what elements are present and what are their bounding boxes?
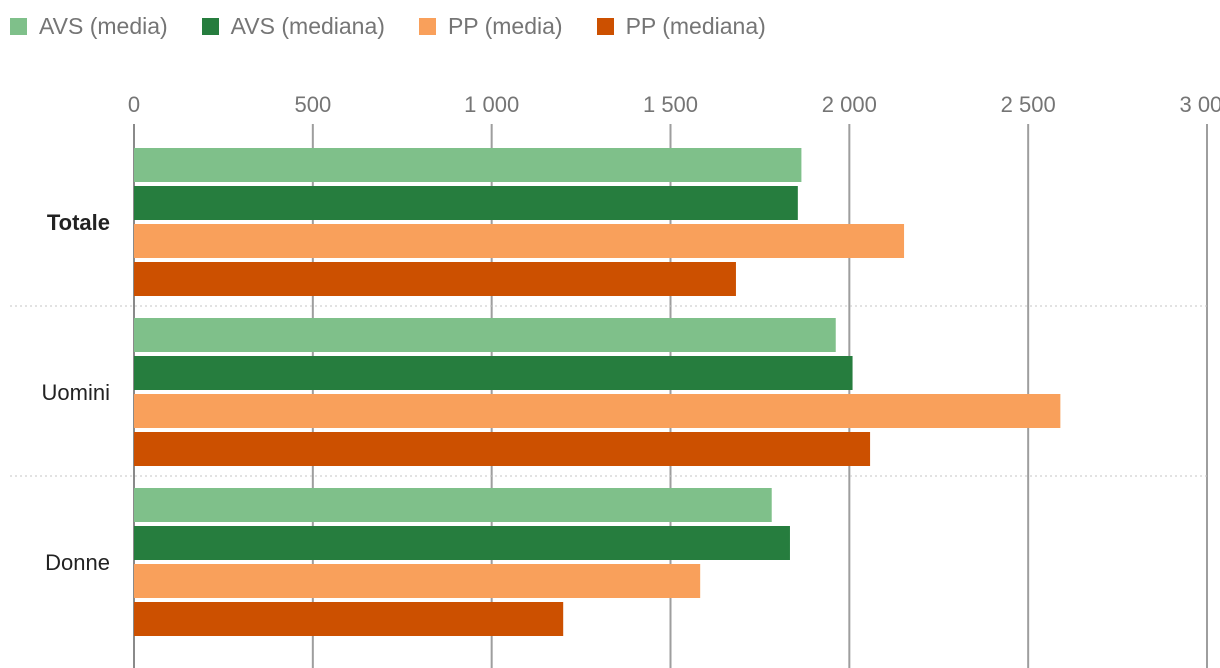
tick-label-3000: 3 000 <box>1179 92 1220 117</box>
bar-donne-pp-mediana <box>134 602 564 636</box>
legend-label-pp-media: PP (media) <box>447 12 563 39</box>
bar-uomini-avs-media <box>134 318 836 352</box>
tick-label-1000: 1 000 <box>464 92 519 117</box>
legend-item-pp-mediana: PP (mediana) <box>596 12 766 40</box>
bar-donne-pp-media <box>134 564 701 598</box>
tick-label-1500: 1 500 <box>643 92 698 117</box>
category-label-donne: Donne <box>45 550 110 575</box>
legend-label-avs-media: AVS (media) <box>39 12 168 39</box>
bar-donne-avs-media <box>134 488 772 522</box>
tick-label-2000: 2 000 <box>822 92 877 117</box>
legend-label-pp-mediana: PP (mediana) <box>625 12 766 39</box>
bar-totale-avs-media <box>134 148 802 182</box>
legend-item-avs-media: AVS (media) <box>10 13 168 40</box>
bar-totale-avs-mediana <box>134 186 798 220</box>
legend-item-pp-media: PP (media) <box>418 12 563 40</box>
legend-swatch-pp-mediana <box>596 17 614 35</box>
legend-swatch-avs-media <box>10 17 27 35</box>
legend-swatch-pp-media <box>418 17 436 35</box>
tick-label-500: 500 <box>294 92 331 117</box>
category-label-totale: Totale <box>47 210 110 235</box>
bar-uomini-avs-mediana <box>134 356 853 390</box>
bar-donne-avs-mediana <box>134 526 790 560</box>
bar-uomini-pp-mediana <box>134 432 871 466</box>
bar-totale-pp-media <box>134 224 905 258</box>
bar-totale-pp-mediana <box>134 262 736 296</box>
tick-label-0: 0 <box>128 92 140 117</box>
bar-uomini-pp-media <box>134 394 1061 428</box>
legend-swatch-avs-mediana <box>201 17 219 35</box>
tick-label-2500: 2 500 <box>1001 92 1056 117</box>
legend: AVS (media) AVS (mediana) PP (media) PP … <box>10 10 800 42</box>
legend-item-avs-mediana: AVS (mediana) <box>201 12 385 40</box>
category-label-uomini: Uomini <box>42 380 110 405</box>
legend-label-avs-mediana: AVS (mediana) <box>230 12 385 39</box>
